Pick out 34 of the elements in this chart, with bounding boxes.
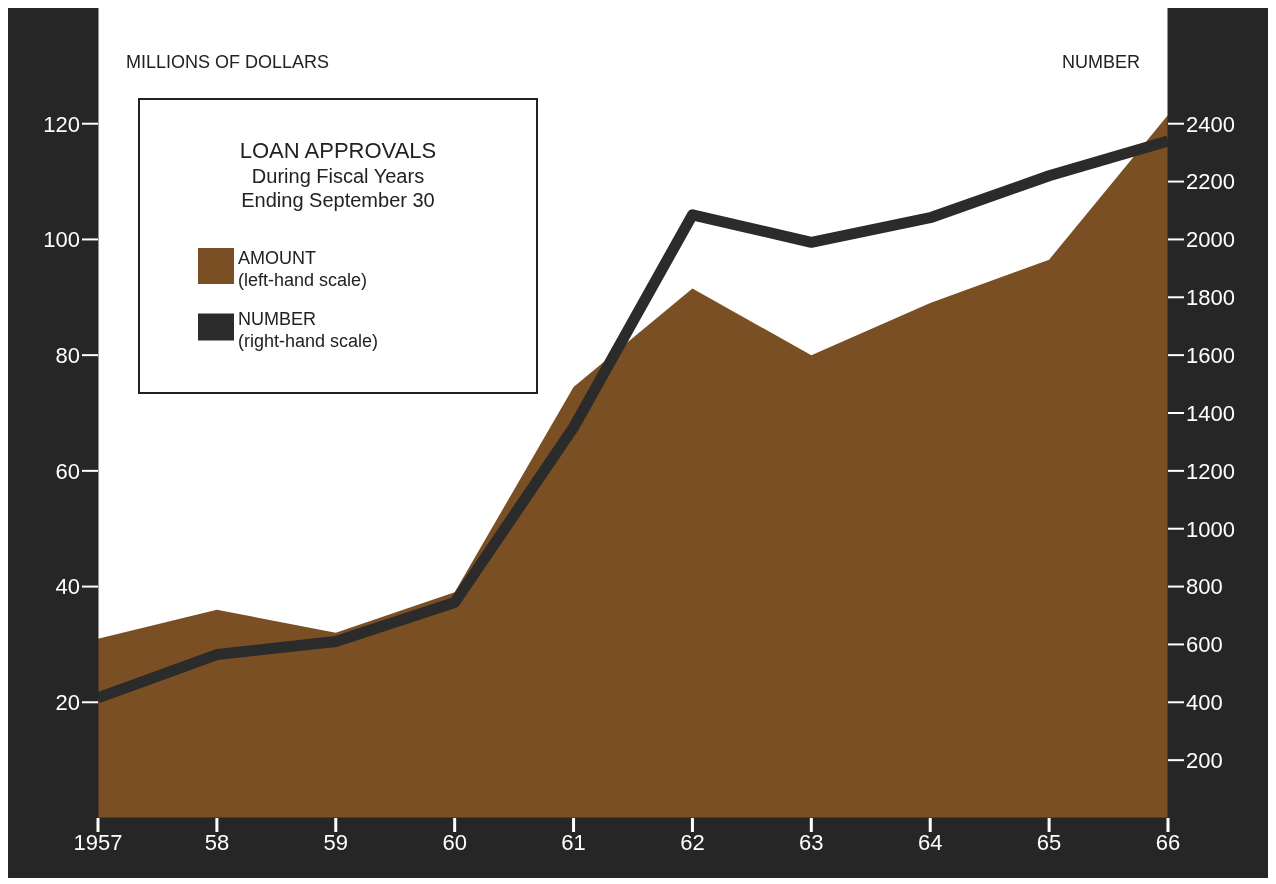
- y2-tick-label: 800: [1186, 574, 1223, 600]
- x-tick-label: 62: [680, 829, 705, 855]
- x-tick-label: 1957: [73, 829, 123, 855]
- x-tick-label: 60: [442, 829, 467, 855]
- y-axis-title: MILLIONS OF DOLLARS: [126, 52, 330, 73]
- y2-tick-label: 1200: [1186, 458, 1235, 484]
- x-tick-label: 65: [1036, 829, 1062, 855]
- legend-label: NUMBER (right-hand scale): [238, 309, 379, 353]
- y2-tick-label: 600: [1186, 632, 1223, 658]
- x-tick-label: 58: [204, 829, 230, 855]
- y2-axis-title: NUMBER: [1061, 52, 1140, 73]
- y2-tick-label: 1400: [1186, 400, 1235, 426]
- y2-tick-label: 200: [1186, 747, 1223, 773]
- y2-tick-label: 1000: [1186, 516, 1235, 542]
- y-tick-label: 40: [55, 574, 80, 600]
- x-tick-label: 63: [799, 829, 824, 855]
- y2-tick-label: 400: [1186, 690, 1223, 716]
- y2-tick-label: 1800: [1186, 285, 1235, 311]
- y-tick-label: 100: [43, 227, 80, 253]
- x-tick-label: 59: [323, 829, 349, 855]
- y-tick-label: 80: [55, 342, 80, 368]
- y-tick-label: 60: [55, 458, 80, 484]
- x-tick-label: 66: [1155, 829, 1181, 855]
- y2-tick-label: 2000: [1186, 227, 1235, 253]
- y2-tick-label: 2200: [1186, 169, 1235, 195]
- legend-label: AMOUNT (left-hand scale): [238, 248, 368, 292]
- x-tick-label: 64: [917, 829, 943, 855]
- y-tick-label: 120: [43, 111, 80, 137]
- y-tick-label: 20: [55, 690, 80, 716]
- text: LOAN APPROVALS: [238, 138, 438, 164]
- y2-tick-label: 1600: [1186, 342, 1235, 368]
- text: During Fiscal Years Ending September 30: [240, 164, 436, 212]
- x-tick-label: 61: [561, 829, 586, 855]
- y2-tick-label: 2400: [1186, 111, 1235, 137]
